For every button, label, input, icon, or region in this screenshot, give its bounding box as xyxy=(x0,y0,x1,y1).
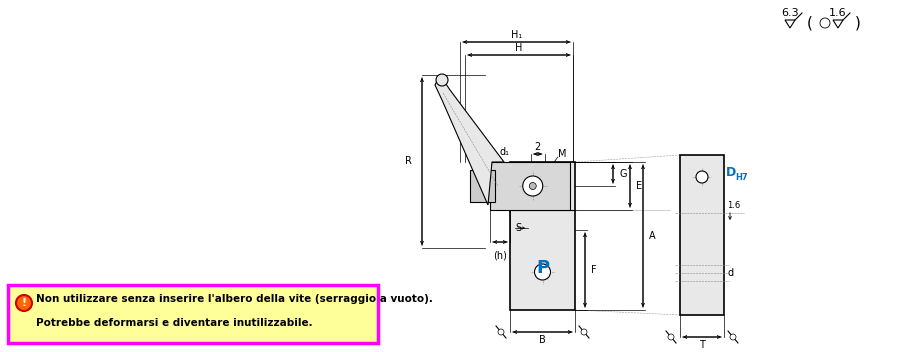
Text: !: ! xyxy=(21,298,27,308)
Bar xyxy=(470,170,495,202)
Polygon shape xyxy=(435,75,504,205)
Circle shape xyxy=(436,74,448,86)
Text: Non utilizzare senza inserire l'albero della vite (serraggio a vuoto).: Non utilizzare senza inserire l'albero d… xyxy=(36,294,433,304)
Circle shape xyxy=(534,264,550,280)
Text: 1.6: 1.6 xyxy=(829,8,846,18)
Text: M: M xyxy=(557,149,566,159)
Text: P: P xyxy=(536,259,549,277)
Text: E: E xyxy=(636,181,642,191)
Text: d: d xyxy=(727,268,733,278)
Text: G: G xyxy=(619,169,627,179)
Text: 6.3: 6.3 xyxy=(781,8,798,18)
Text: S: S xyxy=(515,223,521,233)
Circle shape xyxy=(668,334,674,340)
Circle shape xyxy=(696,171,708,183)
Text: ): ) xyxy=(855,15,861,31)
Text: A: A xyxy=(649,231,655,241)
Text: R: R xyxy=(405,157,412,166)
Bar xyxy=(680,155,724,315)
Text: d₁: d₁ xyxy=(500,147,510,157)
Text: Potrebbe deformarsi e diventare inutilizzabile.: Potrebbe deformarsi e diventare inutiliz… xyxy=(36,318,313,328)
Text: H7: H7 xyxy=(735,173,748,182)
Text: (: ( xyxy=(807,15,813,31)
Polygon shape xyxy=(785,20,795,28)
Text: H₁: H₁ xyxy=(510,30,522,40)
Circle shape xyxy=(529,182,536,189)
Circle shape xyxy=(581,329,587,335)
Bar xyxy=(510,162,575,310)
Text: H: H xyxy=(515,43,522,53)
Circle shape xyxy=(522,176,543,196)
Circle shape xyxy=(820,18,830,28)
Text: 1.6: 1.6 xyxy=(727,201,740,210)
Text: 2: 2 xyxy=(534,142,541,152)
Circle shape xyxy=(498,329,504,335)
Text: (h): (h) xyxy=(493,250,507,260)
Text: B: B xyxy=(539,335,545,345)
Text: T: T xyxy=(699,340,705,350)
Text: F: F xyxy=(591,265,596,275)
Polygon shape xyxy=(833,20,843,28)
Circle shape xyxy=(16,295,32,311)
Text: D: D xyxy=(726,166,737,180)
Circle shape xyxy=(730,334,736,340)
FancyBboxPatch shape xyxy=(8,285,378,343)
Bar xyxy=(490,162,570,210)
